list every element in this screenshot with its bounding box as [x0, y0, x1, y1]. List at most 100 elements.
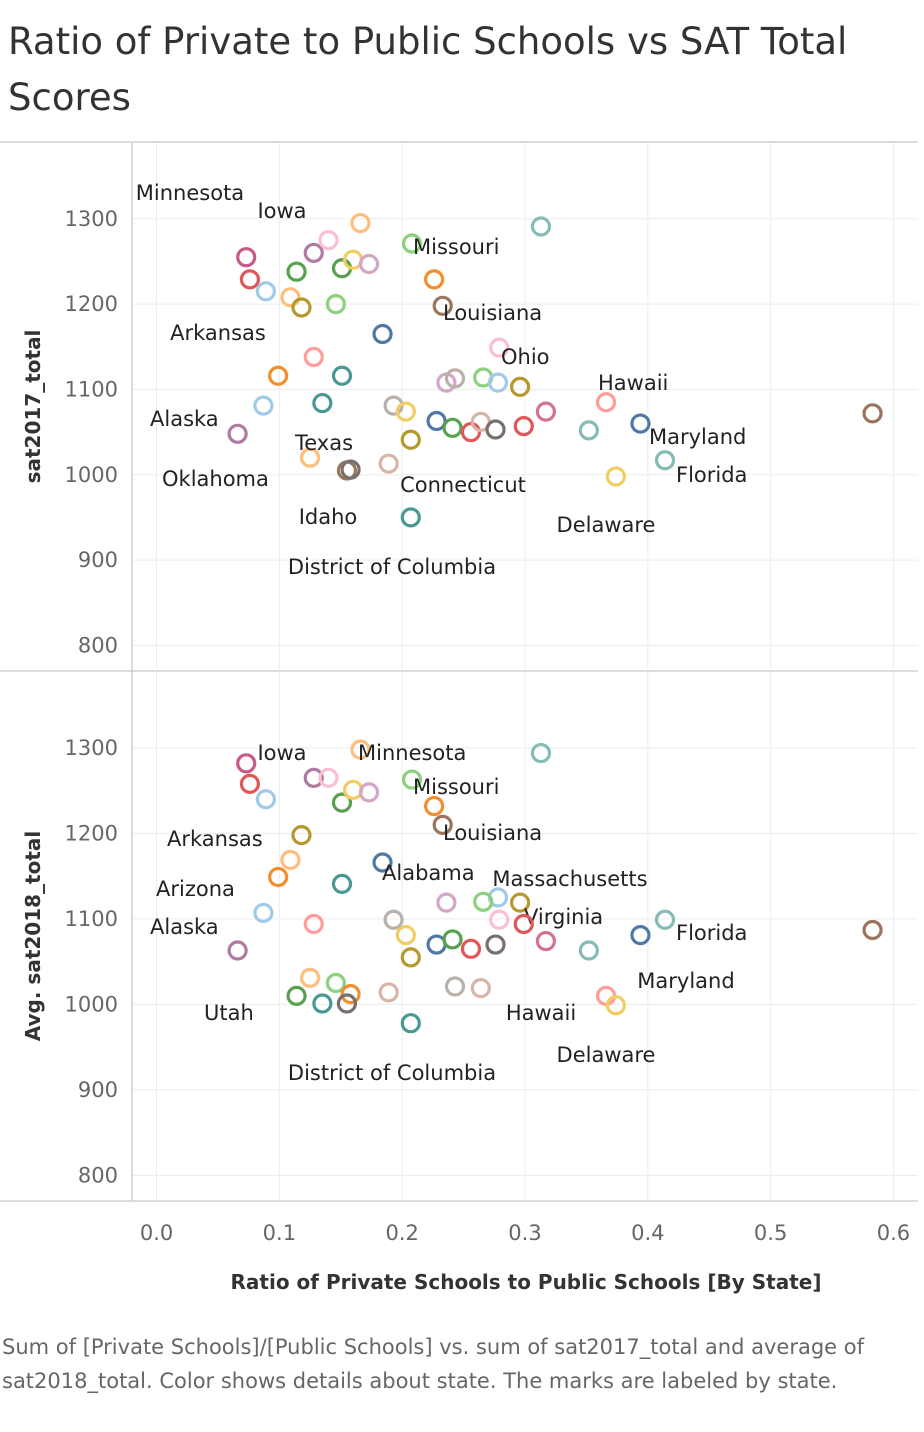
data-point	[460, 421, 482, 443]
data-point	[605, 995, 626, 1016]
data-point	[268, 866, 289, 888]
point-label: Ohio	[501, 345, 550, 369]
x-tick-label: 0.5	[754, 1221, 787, 1245]
point-label: Louisiana	[443, 821, 542, 845]
data-point	[654, 909, 676, 930]
data-point	[291, 825, 312, 846]
data-point	[424, 269, 445, 290]
data-point	[485, 934, 506, 955]
data-point	[350, 212, 371, 234]
data-point	[530, 742, 552, 764]
point-label: Arkansas	[167, 827, 263, 851]
data-point	[400, 947, 421, 968]
data-point	[336, 993, 358, 1014]
y-tick-label: 900	[78, 1078, 118, 1102]
data-point	[303, 346, 324, 368]
point-label: Alabama	[382, 861, 475, 885]
data-point	[303, 913, 324, 935]
data-point	[286, 261, 307, 282]
point-label: Utah	[204, 1001, 254, 1025]
data-point	[578, 420, 599, 441]
point-label: Alaska	[150, 407, 219, 431]
data-point	[325, 972, 346, 994]
data-point	[424, 795, 445, 817]
point-label: Missouri	[413, 775, 499, 799]
data-point	[444, 368, 466, 389]
point-label: District of Columbia	[288, 1061, 496, 1085]
scatter-chart: 800 900 1000 1100 1200 1300 sat2017_total Minne…	[0, 141, 918, 1294]
data-point	[340, 984, 361, 1005]
y-tick-label: 1000	[65, 992, 118, 1016]
data-point	[299, 447, 321, 468]
data-point	[489, 337, 510, 358]
data-point	[331, 873, 353, 894]
data-point	[444, 976, 466, 997]
chart-caption: Sum of [Private Schools]/[Public Schools…	[2, 1335, 865, 1393]
data-point	[400, 507, 421, 528]
data-point	[509, 376, 531, 397]
data-point	[395, 401, 416, 422]
data-point	[460, 938, 482, 959]
y-axis-title: sat2017_total	[21, 330, 45, 484]
data-point	[509, 892, 531, 913]
data-point	[862, 403, 883, 424]
data-point	[331, 365, 353, 386]
point-label: Maryland	[637, 969, 734, 993]
chart-title: Ratio of Private to Public Schools vs SA…	[8, 20, 848, 119]
y-tick-label: 1200	[65, 821, 118, 845]
point-label: Minnesota	[136, 181, 244, 205]
point-label: Minnesota	[358, 741, 466, 765]
point-label: Arizona	[156, 877, 235, 901]
data-point	[535, 931, 556, 952]
data-point	[255, 281, 276, 302]
y-tick-label: 1000	[65, 463, 118, 487]
x-tick-label: 0.4	[631, 1221, 664, 1245]
data-point	[595, 392, 617, 413]
data-point	[470, 978, 491, 999]
data-point	[312, 993, 333, 1014]
data-point	[401, 233, 423, 254]
data-point	[513, 416, 534, 437]
data-point	[426, 410, 447, 432]
point-label: Connecticut	[400, 473, 526, 497]
data-point	[473, 891, 494, 912]
data-point	[578, 940, 599, 961]
x-tick-label: 0.1	[263, 1221, 296, 1245]
point-label: Hawaii	[506, 1001, 576, 1025]
y-tick-label: 1100	[65, 377, 118, 401]
data-point	[400, 429, 421, 450]
data-point	[318, 767, 339, 788]
data-point	[358, 782, 380, 803]
data-point	[654, 450, 676, 471]
point-label: Missouri	[413, 235, 499, 259]
point-label: District of Columbia	[288, 555, 496, 579]
data-point	[442, 417, 463, 438]
point-label: Iowa	[257, 199, 306, 223]
data-point	[286, 985, 307, 1006]
data-point	[312, 392, 333, 414]
point-label: Virginia	[524, 905, 603, 929]
point-label: Massachusetts	[492, 867, 647, 891]
data-point	[227, 423, 248, 444]
x-tick-label: 0.6	[877, 1221, 910, 1245]
data-point	[268, 365, 289, 386]
x-tick-label: 0.2	[385, 1221, 418, 1245]
data-point	[605, 466, 626, 487]
point-label: Louisiana	[443, 301, 542, 325]
data-point	[432, 295, 453, 316]
data-point	[395, 925, 416, 946]
point-label: Delaware	[557, 513, 656, 537]
y-tick-label: 800	[78, 633, 118, 657]
data-point	[350, 739, 371, 760]
data-point	[236, 753, 257, 774]
point-label: Hawaii	[598, 371, 668, 395]
data-point	[442, 929, 463, 950]
x-tick-label: 0.3	[508, 1221, 541, 1245]
data-point	[535, 401, 556, 422]
data-point	[378, 453, 399, 474]
data-point	[862, 919, 883, 941]
data-point	[253, 395, 274, 416]
point-label: Maryland	[649, 425, 746, 449]
point-label: Oklahoma	[162, 467, 269, 491]
data-point	[485, 419, 506, 440]
